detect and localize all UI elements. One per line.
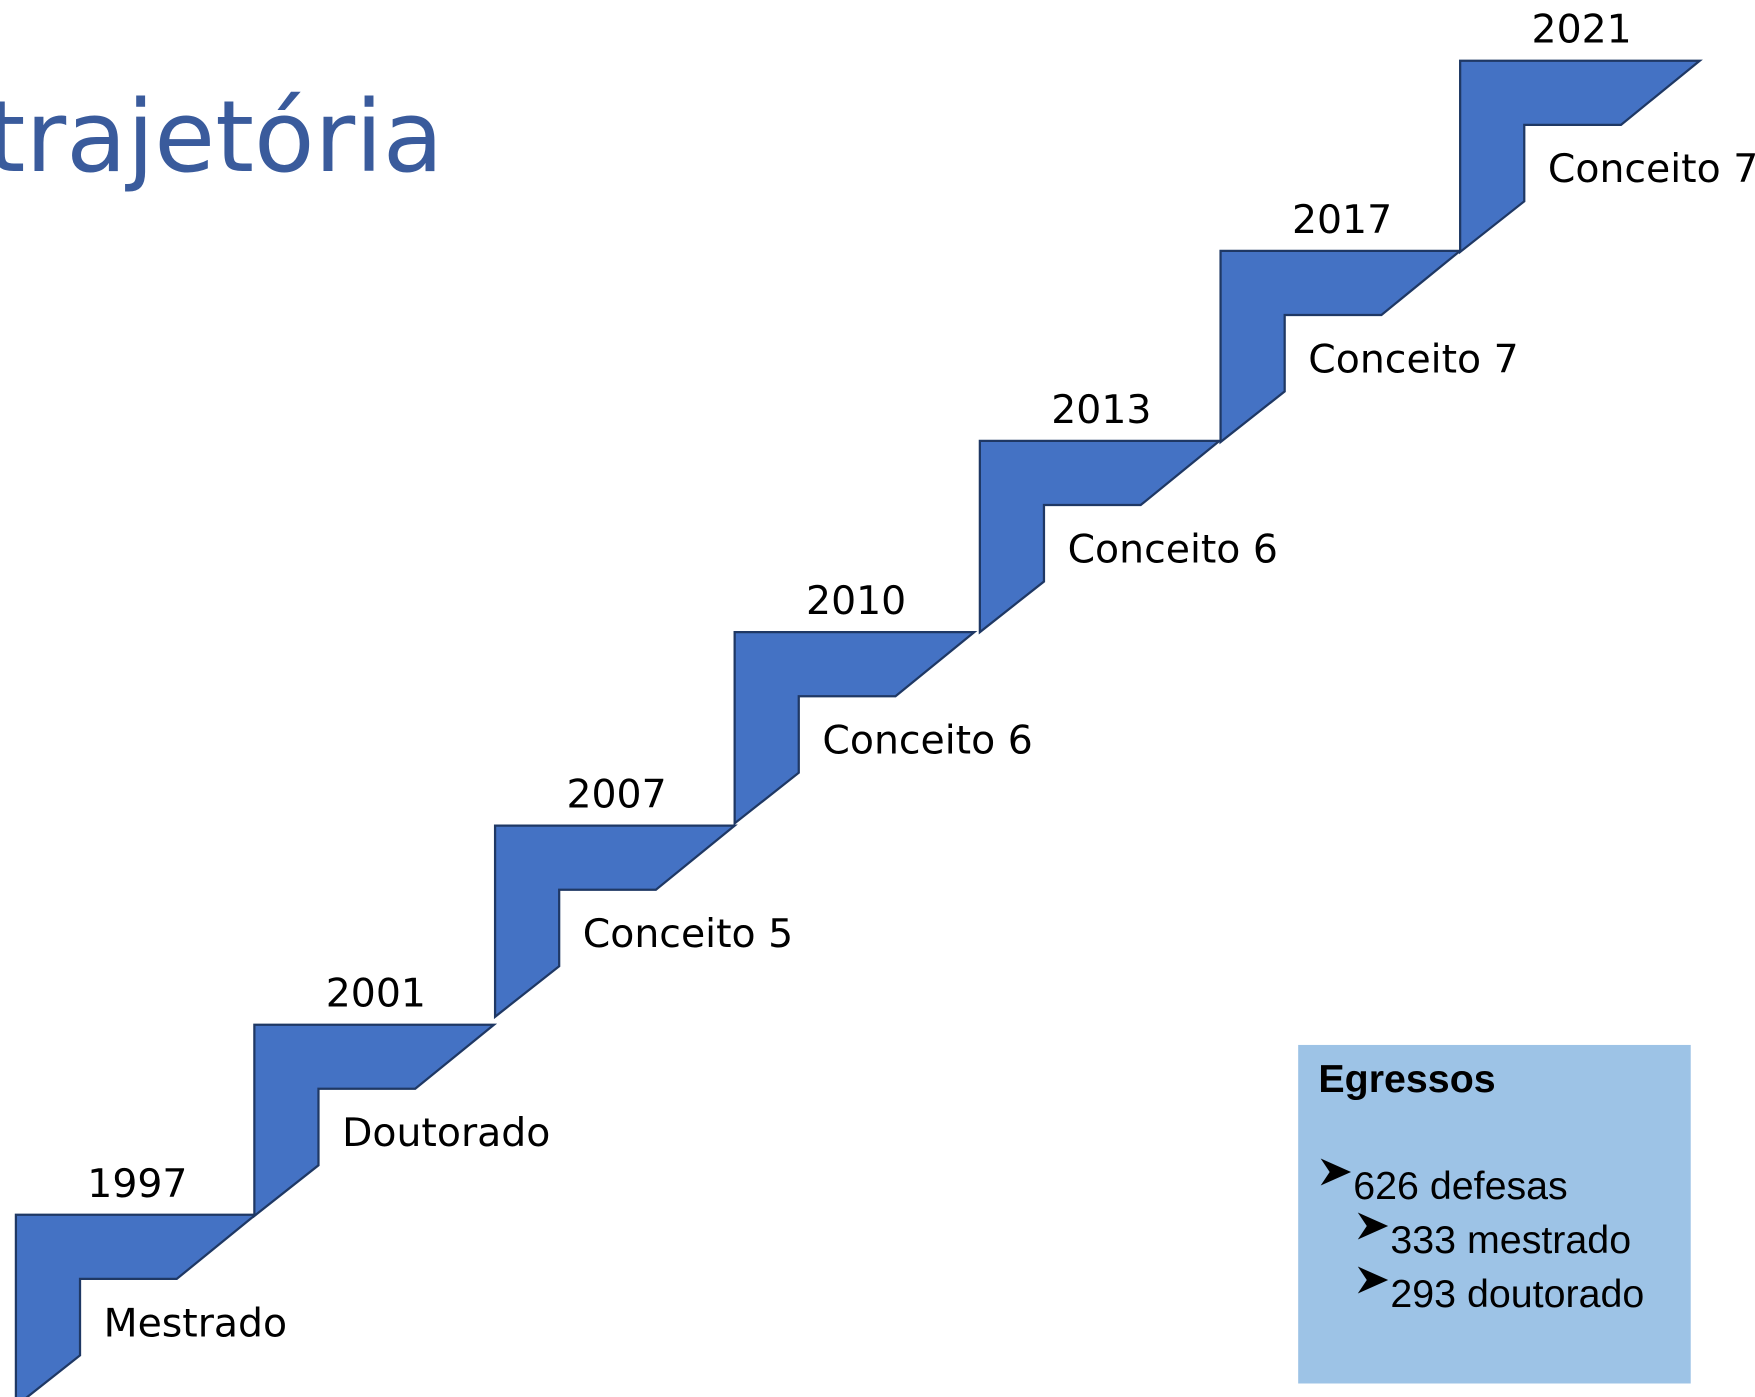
bullet-arrow: [1320, 1158, 1352, 1186]
box-item: 293 doutorado: [1390, 1272, 1644, 1316]
step-year: 1997: [87, 1161, 187, 1207]
step-label: Conceito 6: [822, 718, 1032, 764]
title: trajetória: [0, 80, 443, 195]
stair-step: [493, 824, 738, 1020]
box-heading: Egressos: [1318, 1057, 1495, 1101]
step-year: 2013: [1051, 387, 1151, 433]
step-label: Doutorado: [342, 1110, 550, 1156]
step-year: 2021: [1532, 7, 1632, 53]
step-year: 2010: [806, 578, 906, 624]
stair-step: [1459, 59, 1703, 255]
step-label: Mestrado: [104, 1300, 287, 1346]
box-item: 333 mestrado: [1390, 1218, 1631, 1262]
bullet-arrow: [1357, 1212, 1389, 1240]
step-label: Conceito 6: [1068, 526, 1278, 572]
step-year: 2007: [566, 772, 666, 818]
step-label: Conceito 5: [583, 911, 793, 957]
step-label: Conceito 7: [1548, 146, 1755, 192]
summary-box: [1298, 1044, 1691, 1384]
step-label: Conceito 7: [1308, 336, 1518, 382]
step-year: 2001: [326, 971, 426, 1017]
step-year: 2017: [1292, 197, 1392, 243]
bullet-arrow: [1357, 1266, 1389, 1294]
stair-step: [733, 631, 978, 826]
box-item: 626 defesas: [1353, 1164, 1567, 1208]
stair-step: [253, 1023, 498, 1219]
